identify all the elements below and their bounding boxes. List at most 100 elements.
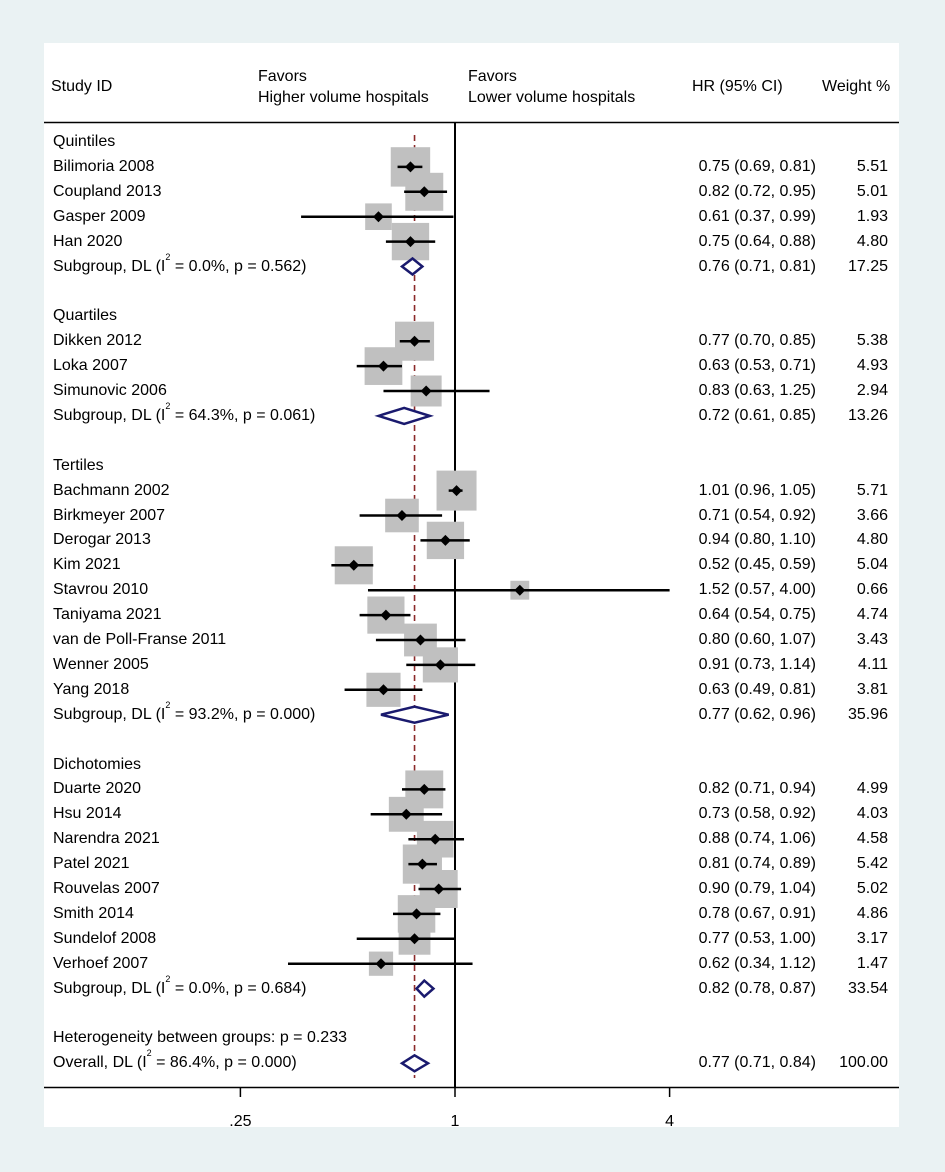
header-favors-right-1: Favors [468, 68, 517, 85]
study-3-7-point [375, 958, 387, 970]
subgroup-hr-ci-2: 0.77 (0.62, 0.96) [698, 705, 816, 723]
study-hr-ci: 0.77 (0.70, 0.85) [698, 332, 816, 350]
header-study-id: Study ID [51, 78, 113, 95]
group-heading-0: Quintiles [53, 133, 116, 150]
subgroup-diamond-2 [380, 705, 449, 724]
plot-panel [44, 43, 899, 1127]
study-weight: 4.74 [856, 606, 888, 624]
study-weight: 3.66 [856, 506, 888, 524]
subgroup-label-1-post: = 64.3%, p = 0.061) [170, 406, 316, 424]
study-3-3-point [416, 858, 428, 870]
study-label: Smith 2014 [53, 904, 134, 922]
study-2-2-point [439, 534, 451, 546]
study-3-4-point [433, 883, 445, 895]
study-hr-ci: 0.91 (0.73, 1.14) [698, 655, 816, 673]
study-weight: 5.38 [856, 332, 888, 350]
study-3-0-point [418, 783, 430, 795]
study-2-0-point [451, 485, 463, 497]
subgroup-label-2-post: = 93.2%, p = 0.000) [170, 705, 316, 723]
header-favors-right-2: Lower volume hospitals [468, 89, 636, 106]
study-label: Coupland 2013 [53, 182, 162, 200]
subgroup-label-1: Subgroup, DL (I2 = 64.3%, p = 0.061) [53, 401, 316, 425]
study-hr-ci: 0.64 (0.54, 0.75) [698, 606, 816, 624]
header-weight: Weight % [822, 78, 891, 95]
study-hr-ci: 0.82 (0.71, 0.94) [698, 780, 816, 798]
study-weight: 4.58 [856, 830, 888, 848]
study-0-0-point [404, 161, 416, 173]
study-hr-ci: 0.63 (0.53, 0.71) [698, 357, 816, 375]
study-label: Loka 2007 [53, 357, 128, 375]
study-hr-ci: 0.52 (0.45, 0.59) [698, 556, 816, 574]
x-tick-label-2: 4 [665, 1113, 675, 1130]
study-2-4-point [514, 584, 526, 596]
study-hr-ci: 1.52 (0.57, 4.00) [698, 581, 816, 599]
study-3-5-point [411, 908, 423, 920]
study-label: Bachmann 2002 [53, 481, 170, 499]
study-2-7-point [434, 659, 446, 671]
subgroup-hr-ci-1: 0.72 (0.61, 0.85) [698, 406, 816, 424]
study-hr-ci: 0.75 (0.69, 0.81) [698, 157, 816, 175]
overall-weight: 100.00 [839, 1054, 888, 1072]
study-weight: 2.94 [856, 382, 888, 399]
study-weight: 4.03 [856, 805, 888, 823]
study-label: Stavrou 2010 [53, 581, 149, 599]
subgroup-weight-1: 13.26 [847, 406, 888, 424]
study-label: Verhoef 2007 [53, 954, 149, 972]
study-label: Birkmeyer 2007 [53, 506, 166, 524]
study-hr-ci: 0.80 (0.60, 1.07) [698, 631, 816, 648]
study-2-6-point [414, 634, 426, 646]
study-weight: 3.81 [856, 680, 888, 698]
study-label: Wenner 2005 [53, 655, 149, 673]
header-favors-left-2: Higher volume hospitals [258, 89, 429, 106]
study-2-8-point [377, 684, 389, 696]
study-weight: 4.99 [856, 780, 888, 798]
study-hr-ci: 0.83 (0.63, 1.25) [698, 382, 816, 399]
subgroup-hr-ci-0: 0.76 (0.71, 0.81) [698, 257, 816, 275]
study-label: Narendra 2021 [53, 830, 160, 848]
study-weight: 4.80 [856, 531, 888, 549]
overall-label-sup: 2 [146, 1048, 152, 1059]
study-label: Duarte 2020 [53, 780, 142, 798]
study-weight: 5.51 [856, 157, 888, 175]
study-2-5-point [380, 609, 392, 621]
overall-hr-ci: 0.77 (0.71, 0.84) [698, 1054, 816, 1072]
header-favors-left-1: Favors [258, 68, 307, 85]
study-weight: 5.02 [856, 880, 888, 897]
study-hr-ci: 0.75 (0.64, 0.88) [698, 232, 816, 250]
study-hr-ci: 1.01 (0.96, 1.05) [698, 481, 816, 499]
overall-label: Overall, DL (I2 = 86.4%, p = 0.000) [53, 1049, 297, 1072]
x-tick-label-1: 1 [450, 1113, 460, 1130]
study-hr-ci: 0.78 (0.67, 0.91) [698, 904, 816, 922]
subgroup-weight-3: 33.54 [847, 979, 888, 997]
subgroup-label-3-pre: Subgroup, DL (I [53, 979, 166, 997]
study-label: Gasper 2009 [53, 207, 146, 225]
subgroup-label-2-sup: 2 [165, 699, 171, 710]
study-label: Yang 2018 [53, 680, 130, 698]
study-hr-ci: 0.62 (0.34, 1.12) [698, 954, 816, 972]
study-hr-ci: 0.61 (0.37, 0.99) [698, 207, 816, 225]
study-hr-ci: 0.63 (0.49, 0.81) [698, 680, 816, 698]
study-label: Dikken 2012 [53, 332, 142, 350]
study-weight: 4.86 [856, 904, 888, 922]
study-label: Rouvelas 2007 [53, 880, 160, 897]
study-1-2-point [420, 385, 432, 397]
study-weight: 1.93 [856, 207, 888, 225]
study-weight: 4.11 [858, 655, 888, 673]
subgroup-label-0-sup: 2 [165, 251, 171, 262]
subgroup-diamond-0 [399, 256, 425, 277]
study-weight: 5.01 [856, 182, 888, 200]
study-weight: 3.17 [856, 929, 888, 947]
subgroup-label-3: Subgroup, DL (I2 = 0.0%, p = 0.684) [53, 974, 306, 998]
study-2-1-point [396, 510, 408, 521]
heterogeneity-label: Heterogeneity between groups: p = 0.233 [53, 1029, 347, 1047]
study-label: van de Poll-Franse 2011 [53, 631, 227, 648]
study-label: Taniyama 2021 [53, 606, 162, 624]
study-label: Patel 2021 [53, 855, 130, 873]
subgroup-diamond-3 [414, 978, 436, 999]
x-tick-label-0: .25 [229, 1113, 252, 1130]
study-hr-ci: 0.90 (0.79, 1.04) [698, 880, 816, 897]
subgroup-label-0-pre: Subgroup, DL (I [53, 257, 166, 275]
study-label: Bilimoria 2008 [53, 157, 155, 175]
subgroup-label-1-sup: 2 [165, 400, 171, 411]
